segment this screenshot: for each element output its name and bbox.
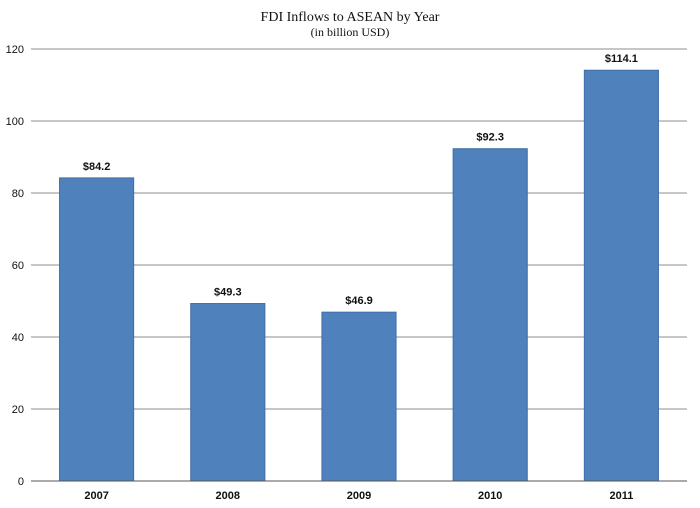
bar-value-label: $49.3 bbox=[214, 287, 242, 299]
y-tick-label: 120 bbox=[6, 44, 24, 56]
bar-value-label: $92.3 bbox=[476, 132, 504, 144]
bar-value-label: $114.1 bbox=[605, 53, 638, 65]
data-labels: $84.2 $49.3 $46.9 $92.3 $114.1 bbox=[83, 53, 638, 307]
bars bbox=[59, 69, 659, 482]
bar-value-label: $46.9 bbox=[345, 295, 373, 307]
x-tick-label: 2007 bbox=[84, 490, 108, 502]
chart-title: FDI Inflows to ASEAN by Year bbox=[261, 10, 440, 25]
y-tick-label: 40 bbox=[12, 332, 24, 344]
y-tick-label: 0 bbox=[18, 476, 24, 488]
x-axis-ticks: 2007 2008 2009 2010 2011 bbox=[31, 480, 687, 502]
bar-2010 bbox=[452, 148, 528, 482]
x-tick-label: 2010 bbox=[478, 490, 502, 502]
y-tick-label: 20 bbox=[12, 404, 24, 416]
bar-2011 bbox=[583, 69, 659, 482]
bar-value-label: $84.2 bbox=[83, 161, 111, 173]
x-tick-label: 2011 bbox=[609, 490, 633, 502]
bar-2009 bbox=[321, 311, 397, 482]
bar-2007 bbox=[59, 177, 135, 482]
y-tick-label: 100 bbox=[6, 116, 24, 128]
y-axis-ticks: 0 20 40 60 80 100 120 bbox=[6, 44, 24, 488]
x-tick-label: 2009 bbox=[347, 490, 371, 502]
y-tick-label: 60 bbox=[12, 260, 24, 272]
y-tick-label: 80 bbox=[12, 188, 24, 200]
chart-subtitle: (in billion USD) bbox=[311, 25, 390, 39]
x-tick-label: 2008 bbox=[216, 490, 240, 502]
bar-2008 bbox=[190, 303, 266, 482]
